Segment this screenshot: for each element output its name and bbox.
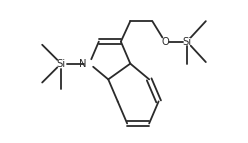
Text: O: O <box>161 37 169 47</box>
Text: N: N <box>79 59 86 69</box>
Text: Si: Si <box>57 59 66 69</box>
Text: Si: Si <box>182 37 191 47</box>
